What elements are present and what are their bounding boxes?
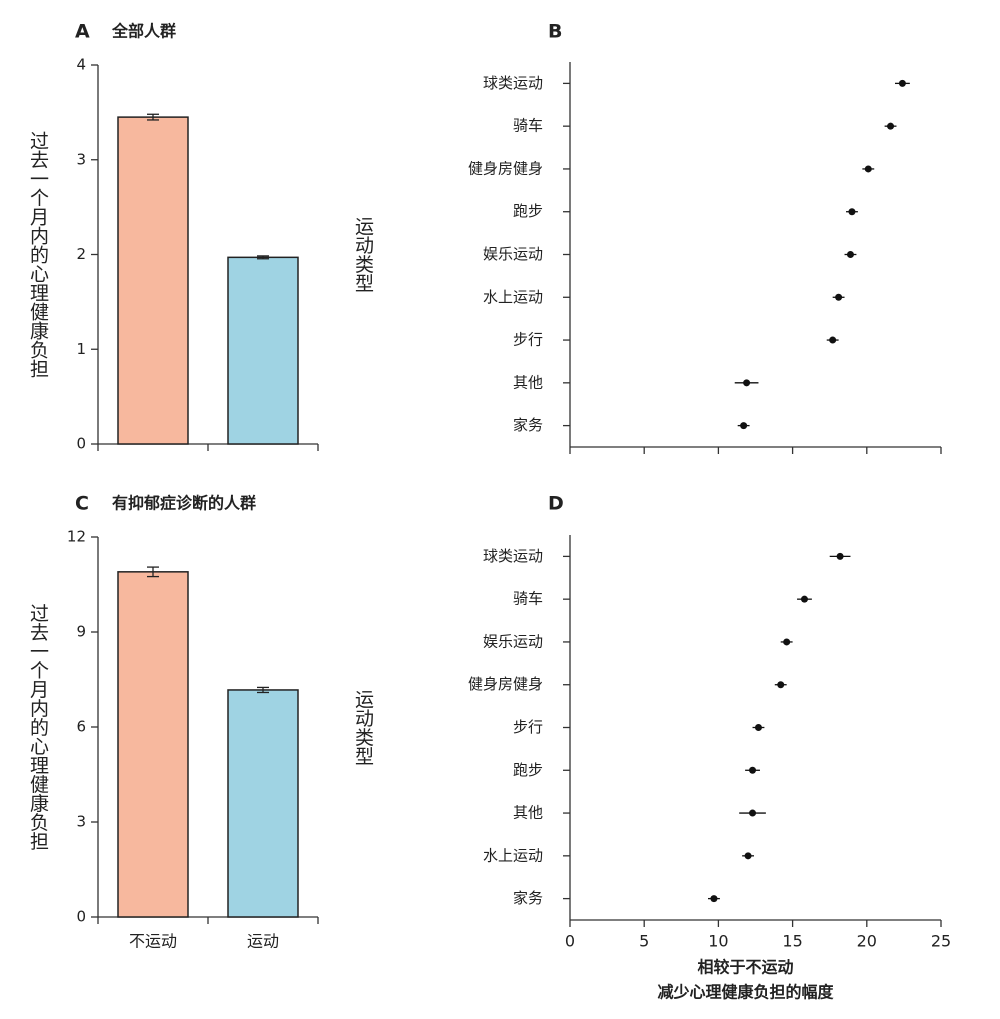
- y-tick-label: 球类运动: [483, 547, 543, 565]
- y-axis-label: 运动类型: [352, 217, 374, 293]
- y-tick-label: 健身房健身: [468, 675, 543, 693]
- panel-title: 有抑郁症诊断的人群: [112, 494, 256, 513]
- y-tick-label: 跑步: [513, 761, 543, 779]
- y-axis-label: 过去一个月内的心理健康负担: [27, 131, 49, 378]
- y-tick-label: 步行: [513, 718, 543, 736]
- y-tick-label: 1: [76, 340, 86, 358]
- y-tick-label: 家务: [513, 416, 543, 434]
- y-tick-label: 娱乐运动: [483, 245, 543, 263]
- y-tick-label: 跑步: [513, 202, 543, 220]
- y-tick-label: 家务: [513, 889, 543, 907]
- dot: [743, 379, 751, 387]
- x-axis-label: 减少心理健康负担的幅度: [657, 983, 834, 1002]
- panel-title: 全部人群: [111, 22, 176, 41]
- y-tick-label: 骑车: [513, 117, 543, 135]
- x-tick-label: 0: [565, 932, 575, 951]
- y-tick-label: 9: [76, 623, 86, 641]
- x-tick-label: 20: [857, 932, 877, 951]
- panel-letter: B: [548, 21, 562, 43]
- dot: [898, 79, 906, 87]
- y-tick-label: 12: [67, 528, 86, 546]
- x-tick-label: 运动: [247, 932, 279, 951]
- dot: [777, 681, 785, 689]
- dot: [887, 122, 895, 130]
- panel-letter: A: [75, 21, 90, 43]
- x-tick-label: 15: [782, 932, 802, 951]
- y-tick-label: 0: [76, 435, 86, 453]
- y-axis-label: 过去一个月内的心理健康负担: [27, 603, 49, 850]
- y-tick-label: 3: [76, 150, 86, 168]
- y-tick-label: 健身房健身: [468, 159, 543, 177]
- x-tick-label: 10: [708, 932, 728, 951]
- y-tick-label: 水上运动: [483, 846, 543, 864]
- dot: [710, 895, 718, 903]
- y-tick-label: 2: [76, 245, 86, 263]
- dot: [754, 724, 762, 731]
- y-tick-label: 骑车: [513, 590, 543, 608]
- y-tick-label: 球类运动: [483, 74, 543, 92]
- dot: [800, 595, 808, 603]
- panel-letter: D: [548, 493, 564, 515]
- dot: [864, 165, 872, 173]
- dot: [783, 638, 791, 646]
- y-axis-label: 运动类型: [352, 690, 374, 766]
- dot: [744, 852, 752, 860]
- bar: [227, 256, 299, 445]
- dot: [846, 251, 854, 258]
- y-tick-label: 娱乐运动: [483, 632, 543, 650]
- dot: [835, 293, 843, 301]
- x-tick-label: 5: [639, 932, 649, 951]
- x-axis-label: 相较于不运动: [697, 958, 793, 977]
- y-tick-label: 3: [76, 813, 86, 831]
- dot: [749, 809, 757, 817]
- bar: [117, 571, 189, 918]
- y-tick-label: 6: [76, 718, 86, 736]
- dot: [740, 422, 748, 430]
- panel-letter: C: [75, 493, 89, 515]
- y-tick-label: 其他: [513, 804, 543, 822]
- bar: [227, 689, 299, 918]
- y-tick-label: 水上运动: [483, 288, 543, 306]
- dot: [749, 766, 757, 774]
- dot: [836, 552, 844, 560]
- bar: [117, 116, 189, 445]
- dot: [829, 336, 837, 344]
- y-tick-label: 4: [76, 56, 86, 74]
- y-tick-label: 其他: [513, 373, 543, 391]
- x-tick-label: 不运动: [129, 932, 177, 951]
- y-tick-label: 步行: [513, 331, 543, 349]
- x-tick-label: 25: [931, 932, 951, 951]
- dot: [848, 208, 856, 216]
- y-tick-label: 0: [76, 908, 86, 926]
